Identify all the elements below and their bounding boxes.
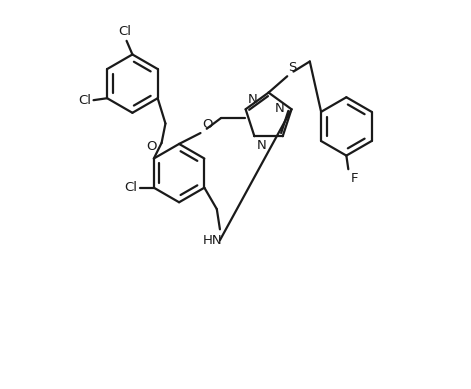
Text: O: O xyxy=(202,119,212,131)
Text: Cl: Cl xyxy=(124,181,138,194)
Text: N: N xyxy=(256,139,266,152)
Text: S: S xyxy=(288,61,297,74)
Text: Cl: Cl xyxy=(78,94,91,107)
Text: N: N xyxy=(275,102,284,115)
Text: HN: HN xyxy=(203,234,223,247)
Text: N: N xyxy=(248,93,257,106)
Text: F: F xyxy=(350,172,358,185)
Text: Cl: Cl xyxy=(118,25,131,38)
Text: O: O xyxy=(146,140,157,152)
